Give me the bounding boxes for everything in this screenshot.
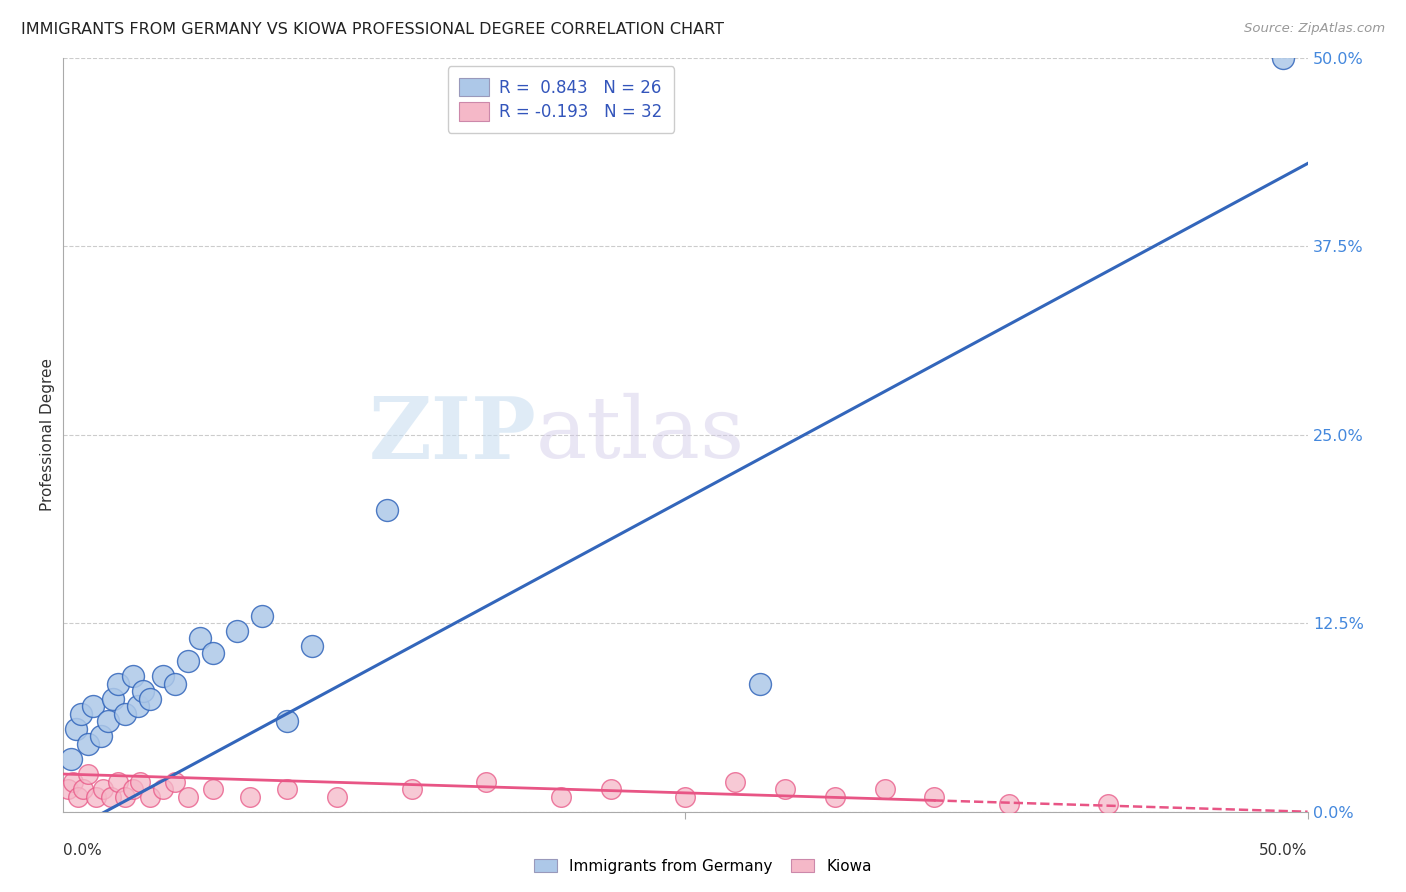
- Point: [132, 684, 155, 698]
- Point: [90, 730, 112, 744]
- Text: 0.0%: 0.0%: [63, 843, 103, 858]
- Point: [924, 789, 946, 804]
- Point: [62, 774, 84, 789]
- Legend: Immigrants from Germany, Kiowa: Immigrants from Germany, Kiowa: [529, 853, 877, 880]
- Point: [550, 789, 572, 804]
- Point: [114, 789, 136, 804]
- Point: [165, 774, 187, 789]
- Point: [1097, 797, 1119, 812]
- Point: [101, 691, 124, 706]
- Point: [139, 789, 162, 804]
- Point: [239, 789, 262, 804]
- Point: [91, 782, 114, 797]
- Point: [375, 503, 398, 517]
- Point: [77, 767, 100, 781]
- Point: [165, 676, 187, 690]
- Point: [252, 608, 274, 623]
- Point: [97, 714, 120, 729]
- Text: atlas: atlas: [536, 393, 745, 476]
- Point: [188, 632, 211, 646]
- Point: [114, 706, 136, 721]
- Point: [998, 797, 1021, 812]
- Point: [276, 714, 298, 729]
- Point: [824, 789, 846, 804]
- Point: [675, 789, 697, 804]
- Text: 50.0%: 50.0%: [1260, 843, 1308, 858]
- Point: [201, 647, 224, 661]
- Legend: R =  0.843   N = 26, R = -0.193   N = 32: R = 0.843 N = 26, R = -0.193 N = 32: [447, 66, 675, 133]
- Point: [127, 699, 149, 714]
- Point: [177, 789, 200, 804]
- Point: [201, 782, 224, 797]
- Point: [107, 774, 129, 789]
- Point: [475, 774, 498, 789]
- Point: [401, 782, 423, 797]
- Point: [58, 782, 80, 797]
- Point: [276, 782, 298, 797]
- Point: [84, 789, 107, 804]
- Point: [226, 624, 249, 638]
- Y-axis label: Professional Degree: Professional Degree: [39, 359, 55, 511]
- Point: [152, 669, 174, 683]
- Point: [873, 782, 896, 797]
- Point: [107, 676, 129, 690]
- Point: [599, 782, 621, 797]
- Point: [82, 699, 104, 714]
- Point: [122, 782, 145, 797]
- Point: [773, 782, 796, 797]
- Point: [301, 639, 323, 653]
- Point: [72, 782, 94, 797]
- Point: [326, 789, 349, 804]
- Point: [69, 706, 91, 721]
- Point: [177, 654, 200, 668]
- Point: [1271, 51, 1294, 65]
- Text: IMMIGRANTS FROM GERMANY VS KIOWA PROFESSIONAL DEGREE CORRELATION CHART: IMMIGRANTS FROM GERMANY VS KIOWA PROFESS…: [21, 22, 724, 37]
- Point: [122, 669, 145, 683]
- Point: [59, 752, 82, 766]
- Point: [65, 722, 87, 736]
- Point: [129, 774, 152, 789]
- Point: [77, 737, 100, 751]
- Point: [139, 691, 162, 706]
- Point: [67, 789, 90, 804]
- Point: [152, 782, 174, 797]
- Point: [100, 789, 122, 804]
- Point: [724, 774, 747, 789]
- Text: Source: ZipAtlas.com: Source: ZipAtlas.com: [1244, 22, 1385, 36]
- Text: ZIP: ZIP: [368, 392, 536, 477]
- Point: [749, 676, 772, 690]
